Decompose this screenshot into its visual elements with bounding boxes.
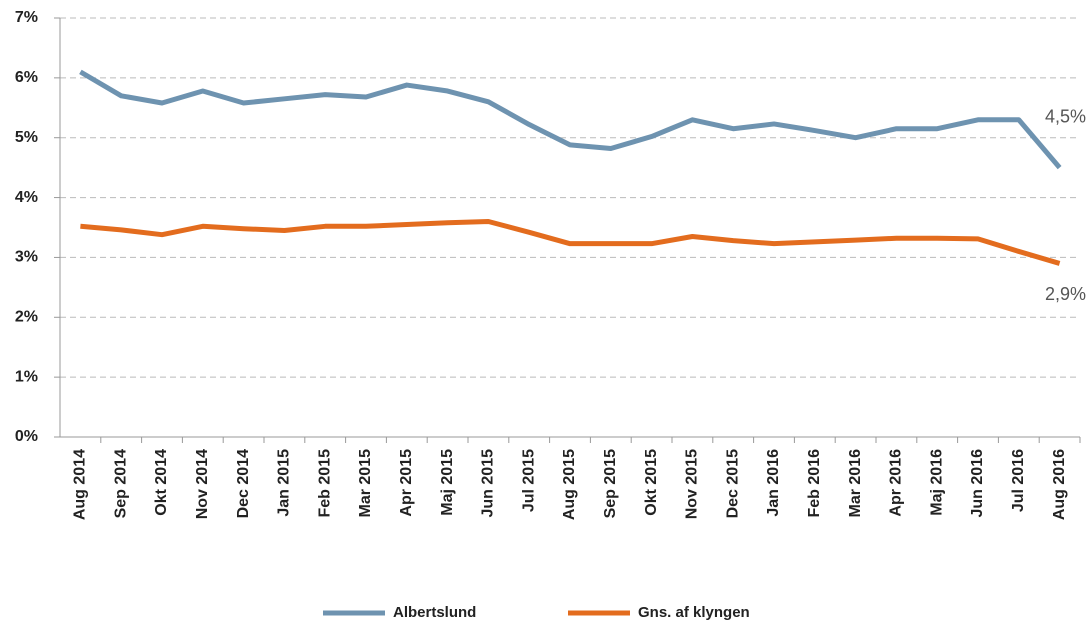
- x-tick-label: Maj 2016: [928, 449, 945, 516]
- legend-label: Albertslund: [393, 604, 476, 621]
- x-tick-label: Apr 2016: [888, 449, 905, 517]
- x-tick-label: Nov 2015: [684, 449, 701, 519]
- y-tick-label: 1%: [15, 368, 38, 385]
- y-tick-label: 2%: [15, 309, 38, 326]
- x-tick-label: Maj 2015: [439, 449, 456, 516]
- y-tick-label: 6%: [15, 69, 38, 86]
- x-tick-label: Feb 2015: [316, 449, 333, 518]
- x-tick-label: Nov 2014: [194, 449, 211, 519]
- y-tick-label: 5%: [15, 129, 38, 146]
- x-tick-label: Dec 2014: [235, 449, 252, 518]
- x-tick-label: Jun 2016: [969, 449, 986, 518]
- x-tick-label: Jul 2016: [1010, 449, 1027, 512]
- legend-label: Gns. af klyngen: [638, 604, 750, 621]
- series-line: [79, 69, 1062, 170]
- x-tick-label: Okt 2015: [643, 449, 660, 516]
- x-tick-label: Sep 2015: [602, 449, 619, 518]
- x-tick-label: Sep 2014: [112, 449, 129, 518]
- x-tick-label: Jan 2015: [276, 449, 293, 517]
- value-label: 2,9%: [1045, 284, 1086, 304]
- y-tick-label: 0%: [15, 428, 38, 445]
- series-line: [80, 219, 1061, 266]
- value-label: 4,5%: [1045, 106, 1086, 126]
- x-tick-label: Dec 2015: [724, 449, 741, 518]
- x-tick-label: Mar 2016: [847, 449, 864, 518]
- x-tick-label: Jul 2015: [520, 449, 537, 512]
- y-tick-label: 7%: [15, 9, 38, 26]
- x-tick-label: Aug 2016: [1051, 449, 1068, 520]
- x-tick-label: Jan 2016: [765, 449, 782, 517]
- x-tick-label: Aug 2014: [72, 449, 89, 520]
- x-tick-label: Jun 2015: [480, 449, 497, 518]
- x-tick-label: Aug 2015: [561, 449, 578, 520]
- x-tick-label: Apr 2015: [398, 449, 415, 517]
- y-tick-label: 4%: [15, 189, 38, 206]
- x-tick-label: Okt 2014: [153, 449, 170, 516]
- x-tick-label: Mar 2015: [357, 449, 374, 518]
- x-tick-label: Feb 2016: [806, 449, 823, 518]
- y-tick-label: 3%: [15, 249, 38, 266]
